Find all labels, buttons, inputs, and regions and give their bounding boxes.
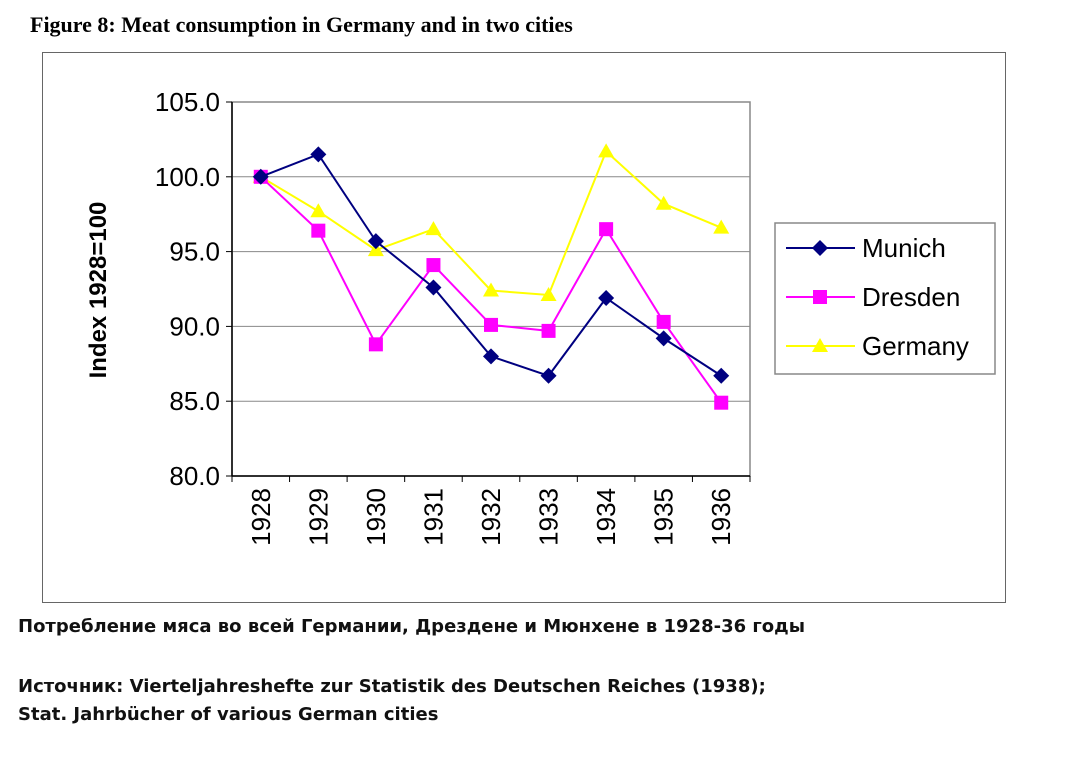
x-tick-label: 1935 <box>649 488 679 546</box>
legend-marker <box>812 338 828 352</box>
x-tick-label: 1930 <box>361 488 391 546</box>
y-tick-label: 100.0 <box>155 162 220 192</box>
caption-russian: Потребление мяса во всей Германии, Дрезд… <box>18 616 805 637</box>
y-tick-label: 85.0 <box>169 386 220 416</box>
x-tick-label: 1933 <box>534 488 564 546</box>
data-point-munich <box>598 289 615 306</box>
x-tick-label: 1928 <box>246 488 276 546</box>
legend-marker <box>812 240 828 256</box>
data-point-dresden <box>311 223 326 238</box>
data-point-munich <box>252 168 269 185</box>
data-point-munich <box>540 367 557 384</box>
data-point-munich <box>367 233 384 250</box>
data-point-munich <box>483 348 499 365</box>
data-point-germany <box>540 286 557 301</box>
data-point-dresden <box>426 258 441 273</box>
data-point-dresden <box>599 222 614 237</box>
legend-label: Dresden <box>862 282 960 312</box>
data-point-munich <box>655 330 672 347</box>
data-point-germany <box>598 143 615 158</box>
data-point-dresden <box>368 337 383 352</box>
data-point-dresden <box>714 395 729 410</box>
data-point-munich <box>713 367 730 384</box>
data-point-dresden <box>484 317 498 332</box>
x-tick-label: 1936 <box>706 488 736 546</box>
data-point-munich <box>310 146 327 163</box>
legend-label: Munich <box>862 233 946 263</box>
x-tick-label: 1929 <box>303 488 333 546</box>
legend-label: Germany <box>862 331 969 361</box>
figure-title: Figure 8: Meat consumption in Germany an… <box>30 12 573 37</box>
y-tick-label: 95.0 <box>169 237 220 267</box>
chart-frame <box>42 52 1006 603</box>
data-point-dresden <box>541 323 556 338</box>
data-point-munich <box>425 279 442 296</box>
legend-marker <box>813 290 827 304</box>
y-tick-label: 90.0 <box>169 311 220 341</box>
data-point-germany <box>713 219 730 234</box>
data-point-germany <box>655 195 672 210</box>
y-axis-label: Index 1928=100 <box>85 202 112 379</box>
source-line-2: Stat. Jahrbücher of various German citie… <box>18 704 439 725</box>
source-line-1: Источник: Vierteljahreshefte zur Statist… <box>18 676 766 697</box>
data-point-germany <box>483 282 499 297</box>
x-tick-label: 1932 <box>476 488 506 546</box>
x-tick-label: 1934 <box>591 488 621 546</box>
data-point-germany <box>310 203 327 218</box>
data-point-germany <box>425 221 442 236</box>
y-tick-label: 80.0 <box>169 461 220 491</box>
y-tick-label: 105.0 <box>155 87 220 117</box>
x-tick-label: 1931 <box>418 488 448 546</box>
data-point-dresden <box>656 314 671 329</box>
